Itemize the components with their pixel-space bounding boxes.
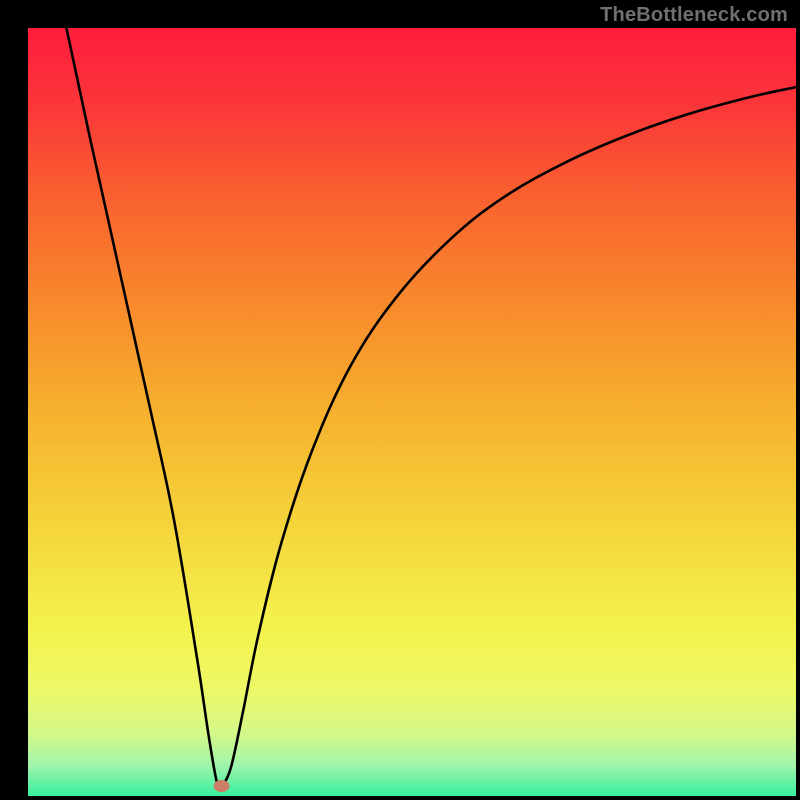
chart-container: TheBottleneck.com	[0, 0, 800, 800]
optimum-marker	[214, 780, 230, 792]
watermark-text: TheBottleneck.com	[600, 4, 788, 27]
plot-background	[28, 28, 796, 796]
chart-svg	[0, 0, 800, 800]
